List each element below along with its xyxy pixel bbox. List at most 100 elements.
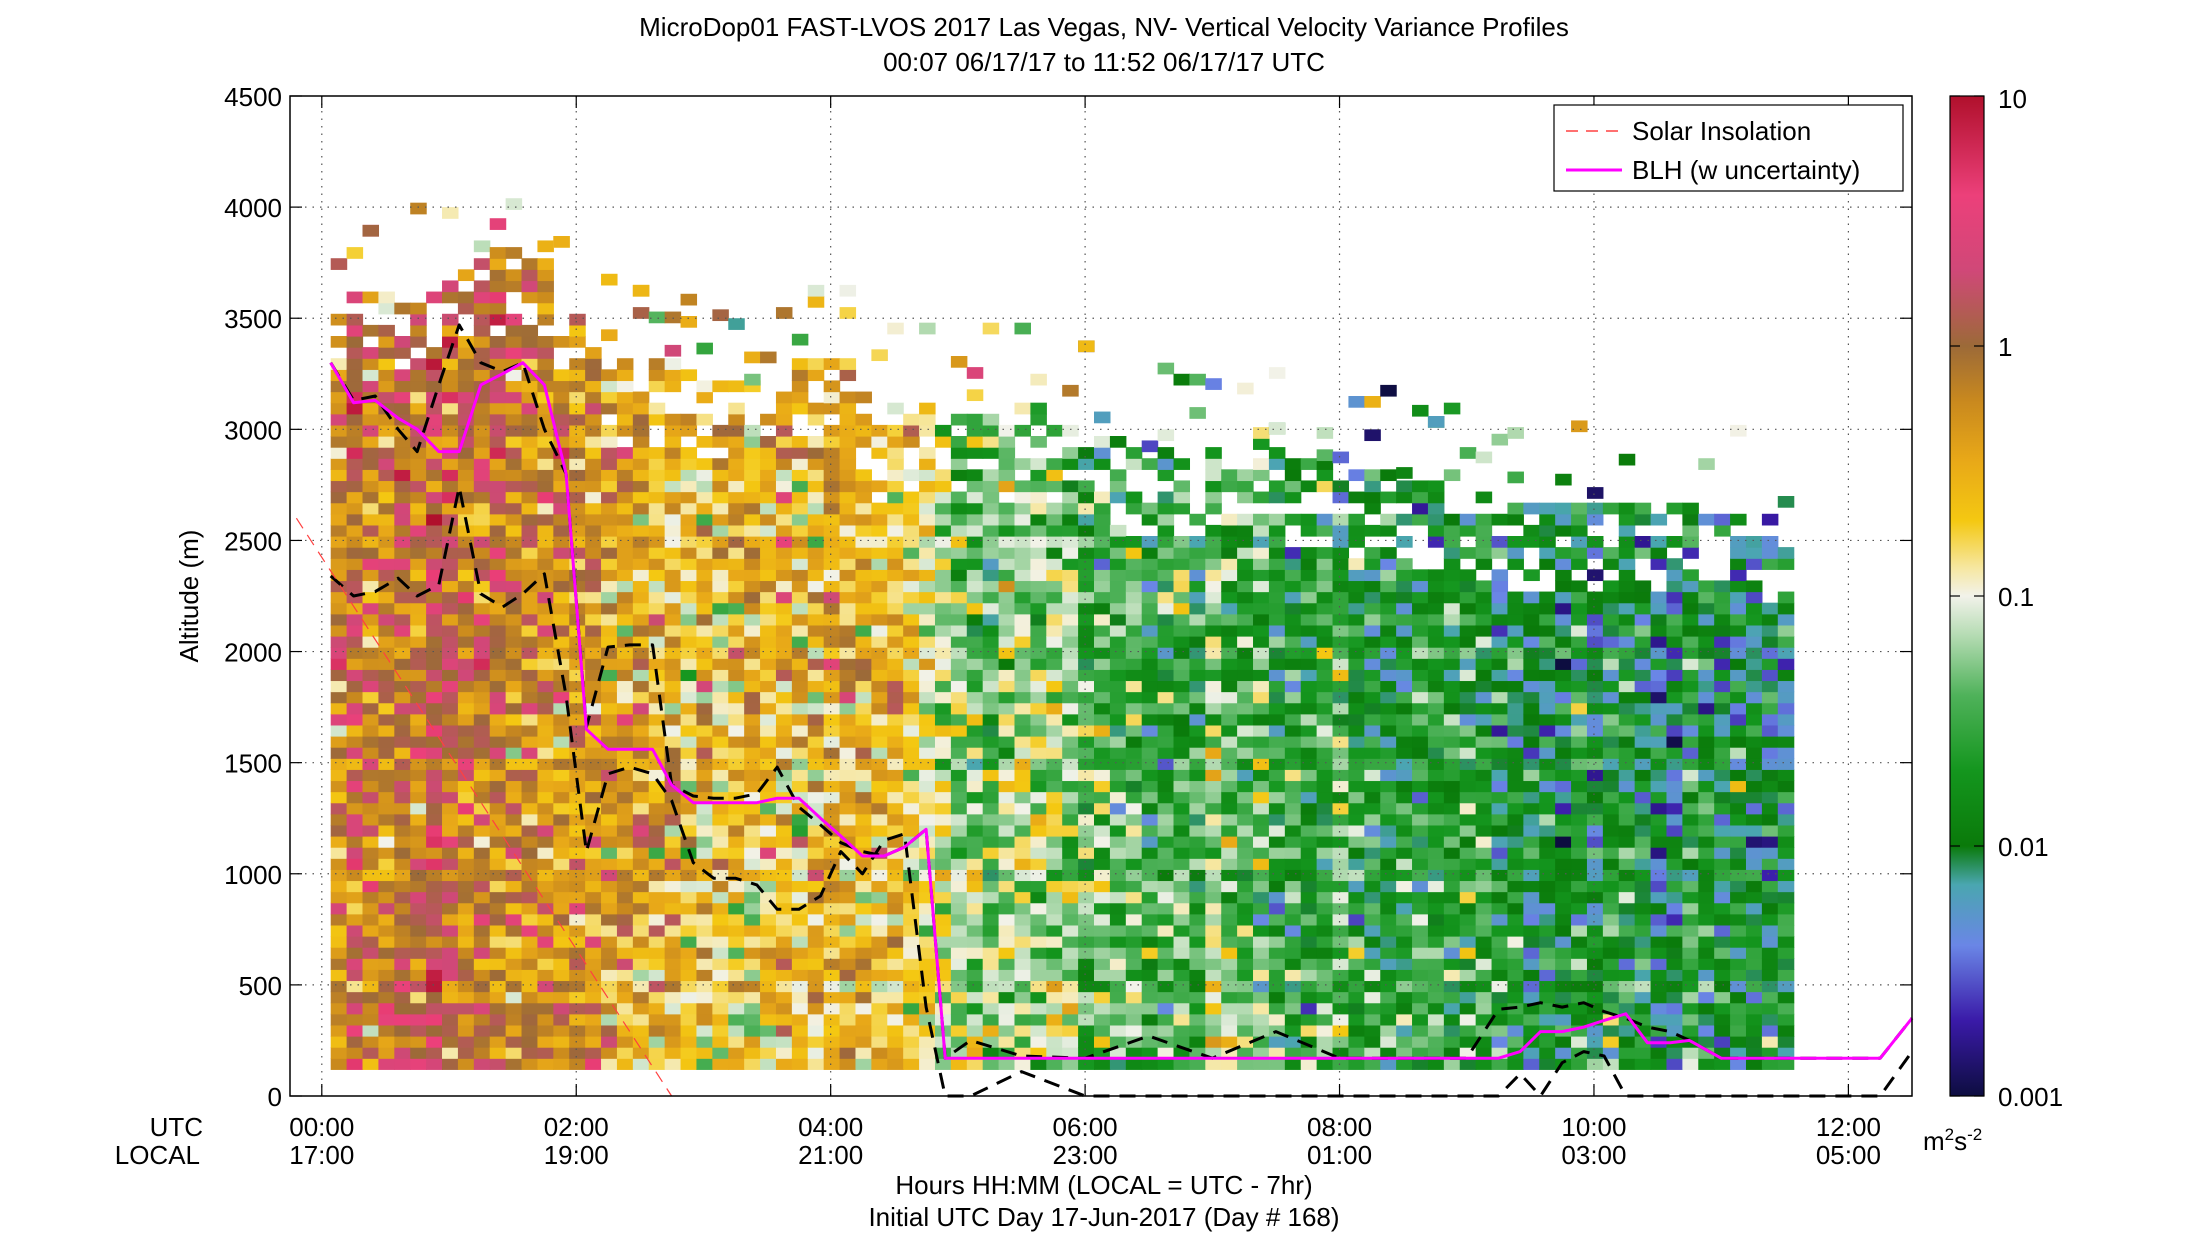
heatmap-cell [1141, 713, 1159, 726]
heatmap-cell [473, 858, 491, 870]
heatmap-cell [1189, 791, 1206, 804]
heatmap-cell [1253, 913, 1270, 926]
heatmap-cell [616, 958, 634, 970]
heatmap-cell [632, 724, 650, 737]
heatmap-cell [1507, 502, 1524, 515]
heatmap-cell [839, 869, 857, 882]
heatmap-cell [457, 458, 475, 470]
heatmap-cell [1062, 969, 1079, 982]
heatmap-cell [1253, 591, 1270, 604]
heatmap-cell [1364, 713, 1381, 726]
heatmap-cell [426, 813, 443, 826]
heatmap-cell [601, 813, 618, 826]
heatmap-cell [966, 824, 984, 837]
heatmap-cell [1602, 847, 1620, 859]
heatmap-cell [728, 724, 745, 737]
heatmap-cell [394, 813, 411, 826]
heatmap-cell [1253, 736, 1270, 748]
heatmap-cell [1014, 969, 1031, 982]
heatmap-cell [1030, 980, 1047, 993]
heatmap-cell [728, 580, 745, 593]
heatmap-cell [1539, 958, 1556, 970]
heatmap-cell [362, 469, 380, 482]
heatmap-cell [505, 413, 523, 426]
heatmap-cell [601, 991, 618, 1004]
heatmap-cell [1253, 624, 1270, 637]
heatmap-cell [1253, 547, 1270, 559]
heatmap-cell [1634, 547, 1652, 559]
heatmap-cell [521, 369, 539, 382]
heatmap-cell [998, 924, 1016, 937]
heatmap-cell [346, 1013, 364, 1026]
heatmap-cell [521, 569, 539, 582]
heatmap-cell [1475, 1013, 1493, 1026]
heatmap-cell [823, 480, 841, 493]
heatmap-cell [1141, 936, 1159, 948]
heatmap-cell [712, 547, 729, 559]
heatmap-cell [1602, 1002, 1620, 1015]
heatmap-cell [1555, 1036, 1572, 1048]
heatmap-cell [632, 936, 650, 948]
heatmap-cell [616, 536, 634, 548]
heatmap-cell [1316, 936, 1334, 948]
heatmap-cell [1412, 569, 1429, 582]
heatmap-cell [1602, 636, 1620, 648]
heatmap-cell [919, 869, 936, 882]
heatmap-cell [1555, 847, 1572, 859]
heatmap-cell [760, 880, 777, 893]
heatmap-cell [1523, 647, 1540, 659]
heatmap-cell [410, 969, 427, 982]
heatmap-cell [664, 669, 682, 682]
heatmap-cell [537, 736, 554, 748]
heatmap-cell [871, 758, 888, 770]
heatmap-cell [410, 536, 427, 548]
heatmap-cell [330, 447, 348, 459]
heatmap-cell [1412, 624, 1429, 637]
heatmap-cell [1078, 824, 1095, 837]
heatmap-cell [680, 1024, 698, 1037]
heatmap-cell [934, 513, 952, 526]
heatmap-cell [1650, 1058, 1668, 1070]
heatmap-cell [648, 491, 666, 504]
heatmap-cell [839, 736, 857, 748]
heatmap-cell [1316, 991, 1334, 1004]
heatmap-cell [950, 780, 968, 793]
heatmap-cell [1078, 880, 1095, 893]
heatmap-cell [966, 758, 984, 770]
heatmap-cell [632, 813, 650, 826]
heatmap-cell [728, 847, 745, 859]
heatmap-cell [1078, 869, 1095, 882]
heatmap-cell [394, 758, 411, 770]
heatmap-cell [346, 691, 364, 704]
heatmap-cell [569, 880, 586, 893]
heatmap-cell [791, 924, 809, 937]
heatmap-cell [1157, 669, 1175, 682]
heatmap-cell [807, 769, 825, 782]
heatmap-cell [1300, 758, 1318, 770]
heatmap-cell [1173, 1002, 1191, 1015]
heatmap-cell [712, 813, 729, 826]
heatmap-cell [457, 969, 475, 982]
heatmap-cell [887, 322, 904, 335]
heatmap-cell [998, 936, 1016, 948]
heatmap-cell [760, 580, 777, 593]
heatmap-cell [473, 636, 491, 648]
heatmap-cell [966, 613, 984, 626]
heatmap-cell [442, 1036, 459, 1048]
heatmap-cell [982, 836, 1000, 848]
heatmap-cell [1078, 624, 1095, 637]
heatmap-cell [1380, 869, 1397, 882]
heatmap-cell [632, 691, 650, 704]
heatmap-cell [791, 469, 809, 482]
heatmap-cell [1046, 669, 1063, 682]
heatmap-cell [950, 469, 968, 482]
heatmap-cell [1125, 702, 1143, 715]
heatmap-cell [839, 791, 857, 804]
heatmap-cell [823, 769, 841, 782]
heatmap-cell [378, 436, 395, 448]
heatmap-cell [696, 469, 713, 482]
heatmap-cell [807, 936, 825, 948]
heatmap-cell [394, 824, 411, 837]
heatmap-cell [648, 402, 666, 415]
heatmap-cell [1300, 880, 1318, 893]
